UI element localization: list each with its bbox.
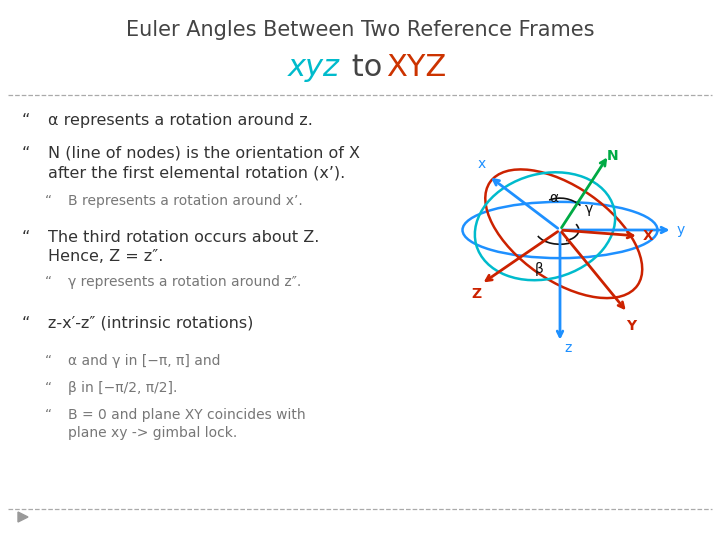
Text: B represents a rotation around x’.: B represents a rotation around x’. [68,194,302,208]
Text: “: “ [22,316,30,331]
Text: “: “ [45,408,52,422]
Text: X: X [642,229,653,243]
Text: xyz: xyz [288,53,340,82]
Text: β: β [535,262,544,276]
Text: “: “ [22,146,30,161]
Text: The third rotation occurs about Z.
Hence, Z = z″.: The third rotation occurs about Z. Hence… [48,230,320,264]
Text: N: N [607,149,618,163]
Text: XYZ: XYZ [386,53,446,82]
Text: to: to [342,53,392,82]
Text: B = 0 and plane XY coincides with
plane xy -> gimbal lock.: B = 0 and plane XY coincides with plane … [68,408,305,440]
Text: γ: γ [585,202,593,216]
Text: y: y [676,223,685,237]
Text: “: “ [45,354,52,368]
Text: α represents a rotation around z.: α represents a rotation around z. [48,113,313,129]
Text: “: “ [45,194,52,208]
Text: α: α [549,192,559,206]
Text: Z: Z [471,287,481,301]
Text: Y: Y [626,319,636,333]
Text: “: “ [45,381,52,395]
Text: z: z [564,341,572,355]
Text: “: “ [22,113,30,129]
Text: xyz to XYZ: xyz to XYZ [279,53,441,82]
Text: β in [−π/2, π/2].: β in [−π/2, π/2]. [68,381,177,395]
Text: z-x′-z″ (intrinsic rotations): z-x′-z″ (intrinsic rotations) [48,316,253,331]
Text: α and γ in [−π, π] and: α and γ in [−π, π] and [68,354,220,368]
Text: γ represents a rotation around z″.: γ represents a rotation around z″. [68,275,301,289]
Text: N (line of nodes) is the orientation of X
after the first elemental rotation (x’: N (line of nodes) is the orientation of … [48,146,360,180]
Text: “: “ [45,275,52,289]
Text: x: x [477,158,485,172]
Polygon shape [18,512,28,522]
Text: Euler Angles Between Two Reference Frames: Euler Angles Between Two Reference Frame… [126,19,594,40]
Text: “: “ [22,230,30,245]
